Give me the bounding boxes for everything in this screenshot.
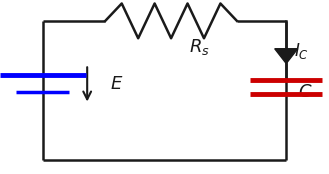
Text: $R_s$: $R_s$ [189, 37, 210, 57]
Polygon shape [275, 49, 298, 64]
Text: $I_C$: $I_C$ [294, 41, 310, 61]
Text: $C$: $C$ [298, 83, 312, 101]
Text: $E$: $E$ [110, 75, 124, 93]
